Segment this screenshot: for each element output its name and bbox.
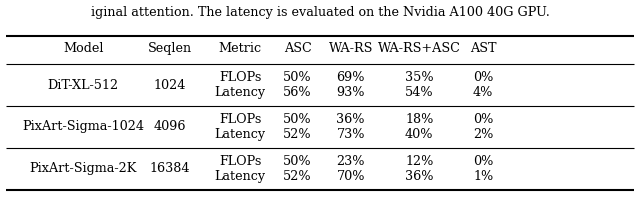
Text: Latency: Latency	[214, 128, 266, 141]
Text: ASC: ASC	[284, 42, 312, 54]
Text: 50%: 50%	[284, 113, 312, 126]
Text: 0%: 0%	[473, 113, 493, 126]
Text: FLOPs: FLOPs	[219, 113, 261, 126]
Text: Latency: Latency	[214, 170, 266, 183]
Text: DiT-XL-512: DiT-XL-512	[47, 79, 119, 92]
Text: FLOPs: FLOPs	[219, 155, 261, 168]
Text: 69%: 69%	[337, 71, 365, 84]
Text: WA-RS: WA-RS	[328, 42, 373, 54]
Text: PixArt-Sigma-2K: PixArt-Sigma-2K	[29, 162, 137, 175]
Text: 1%: 1%	[473, 170, 493, 183]
Text: iginal attention. The latency is evaluated on the Nvidia A100 40G GPU.: iginal attention. The latency is evaluat…	[91, 6, 549, 19]
Text: AST: AST	[470, 42, 497, 54]
Text: 16384: 16384	[149, 162, 190, 175]
Text: 0%: 0%	[473, 71, 493, 84]
Text: 52%: 52%	[284, 128, 312, 141]
Text: 40%: 40%	[405, 128, 433, 141]
Text: 12%: 12%	[405, 155, 433, 168]
Text: 50%: 50%	[284, 155, 312, 168]
Text: 73%: 73%	[337, 128, 365, 141]
Text: 54%: 54%	[405, 86, 433, 99]
Text: Metric: Metric	[218, 42, 262, 54]
Text: 56%: 56%	[284, 86, 312, 99]
Text: 36%: 36%	[337, 113, 365, 126]
Text: 93%: 93%	[337, 86, 365, 99]
Text: Model: Model	[63, 42, 104, 54]
Text: FLOPs: FLOPs	[219, 71, 261, 84]
Text: 52%: 52%	[284, 170, 312, 183]
Text: PixArt-Sigma-1024: PixArt-Sigma-1024	[22, 120, 144, 133]
Text: 4%: 4%	[473, 86, 493, 99]
Text: 1024: 1024	[154, 79, 186, 92]
Text: 18%: 18%	[405, 113, 433, 126]
Text: 23%: 23%	[337, 155, 365, 168]
Text: 50%: 50%	[284, 71, 312, 84]
Text: 36%: 36%	[405, 170, 433, 183]
Text: 35%: 35%	[405, 71, 433, 84]
Text: Latency: Latency	[214, 86, 266, 99]
Text: WA-RS+ASC: WA-RS+ASC	[378, 42, 461, 54]
Text: 0%: 0%	[473, 155, 493, 168]
Text: 70%: 70%	[337, 170, 365, 183]
Text: 2%: 2%	[473, 128, 493, 141]
Text: 4096: 4096	[154, 120, 186, 133]
Text: Seqlen: Seqlen	[148, 42, 191, 54]
